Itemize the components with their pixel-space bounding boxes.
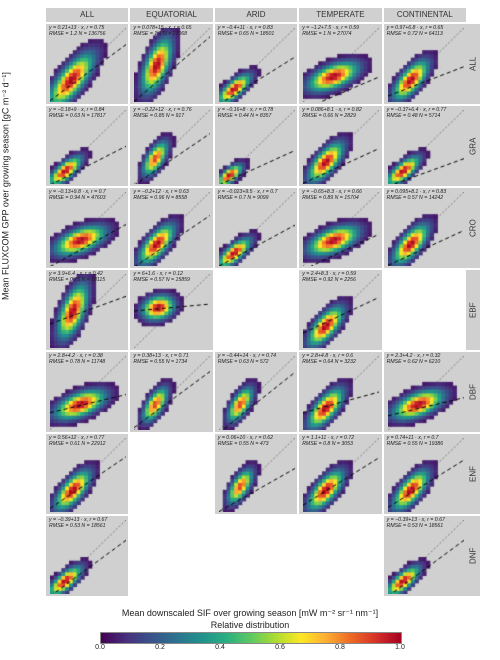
panel-CRO-TEMPERATE: y = −0.65+8.3 · x, r = 0.66RMSE = 0.89 N…	[299, 188, 381, 268]
panel-stats: y = 0.38+13 · x, r = 0.71RMSE = 0.55 N =…	[133, 354, 188, 366]
panel-CRO-CONTINENTAL: y = 0.095+8.1 · x, r = 0.83RMSE = 0.57 N…	[384, 188, 466, 268]
panel-DBF-TEMPERATE: y = 2.8+4.8 · x, r = 0.6RMSE = 0.64 N = …	[299, 352, 381, 432]
panel-ALL-CONTINENTAL: y = 0.97+6.8 · x, r = 0.65RMSE = 0.72 N …	[384, 24, 466, 104]
col-header: EQUATORIAL	[130, 8, 212, 22]
panel-stats: y = 0.095+8.1 · x, r = 0.83RMSE = 0.57 N…	[387, 190, 447, 202]
row-label: ALL	[466, 24, 480, 104]
panel-EBF-ARID	[215, 270, 297, 350]
panel-DNF-ARID	[215, 516, 297, 596]
panel-DNF-ALL: y = −0.39+13 · x, r = 0.67RMSE = 0.53 N …	[46, 516, 128, 596]
panel-EBF-EQUATORIAL: y = 6+1.6 · x, r = 0.12RMSE = 0.57 N = 1…	[130, 270, 212, 350]
panel-stats: y = −0.13+9.8 · x, r = 0.7RMSE = 0.94 N …	[49, 190, 106, 202]
panel-grid: ALLEQUATORIALARIDTEMPERATECONTINENTAL y =…	[46, 8, 466, 596]
panel-ENF-TEMPERATE: y = 1.1+11 · x, r = 0.72RMSE = 0.8 N = 3…	[299, 434, 381, 514]
panel-stats: y = 2.4+8.3 · x, r = 0.59RMSE = 0.92 N =…	[302, 272, 356, 284]
panel-stats: y = 2.8+4.8 · x, r = 0.6RMSE = 0.64 N = …	[302, 354, 356, 366]
panel-CRO-EQUATORIAL: y = −0.2+12 · x, r = 0.63RMSE = 0.96 N =…	[130, 188, 212, 268]
panel-DBF-ALL: y = 2.8+4.2 · x, r = 0.38RMSE = 0.78 N =…	[46, 352, 128, 432]
y-axis-label: Mean FLUXCOM GPP over growing season [gC…	[1, 72, 12, 300]
colorbar-gradient	[100, 632, 402, 644]
figure-root: ALLEQUATORIALARIDTEMPERATECONTINENTALy =…	[0, 0, 500, 660]
colorbar-title: Relative distribution	[100, 620, 400, 630]
panel-stats: y = −0.44+14 · x, r = 0.74RMSE = 0.63 N …	[218, 354, 276, 366]
panel-stats: y = −0.18+9 · x, r = 0.84RMSE = 0.63 N =…	[49, 108, 106, 120]
panel-stats: y = −0.22+12 · x, r = 0.76RMSE = 0.85 N …	[133, 108, 191, 120]
panel-stats: y = −0.39+13 · x, r = 0.67RMSE = 0.53 N …	[387, 518, 445, 530]
panel-EBF-ALL: y = 3.9+6.4 · x, r = 0.42RMSE = 0.75 N =…	[46, 270, 128, 350]
panel-ALL-EQUATORIAL: y = 0.078+15 · x, r = 0.65RMSE = 1.1 N =…	[130, 24, 212, 104]
panel-stats: y = 0.97+6.8 · x, r = 0.65RMSE = 0.72 N …	[387, 26, 444, 38]
panel-ENF-EQUATORIAL	[130, 434, 212, 514]
row-label: DBF	[466, 352, 480, 432]
col-header: TEMPERATE	[299, 8, 381, 22]
panel-stats: y = 1.1+11 · x, r = 0.72RMSE = 0.8 N = 3…	[302, 436, 354, 448]
col-header: ARID	[215, 8, 297, 22]
panel-DBF-EQUATORIAL: y = 0.38+13 · x, r = 0.71RMSE = 0.55 N =…	[130, 352, 212, 432]
row-label: DNF	[466, 516, 480, 596]
panel-CRO-ALL: y = −0.13+9.8 · x, r = 0.7RMSE = 0.94 N …	[46, 188, 128, 268]
panel-stats: y = 0.21+13 · x, r = 0.75RMSE = 1.2 N = …	[49, 26, 106, 38]
panel-DBF-ARID: y = −0.44+14 · x, r = 0.74RMSE = 0.63 N …	[215, 352, 297, 432]
panel-stats: y = −0.16+8 · x, r = 0.78RMSE = 0.44 N =…	[218, 108, 273, 120]
panel-ENF-ARID: y = 0.06+10 · x, r = 0.62RMSE = 0.55 N =…	[215, 434, 297, 514]
panel-ALL-ALL: y = 0.21+13 · x, r = 0.75RMSE = 1.2 N = …	[46, 24, 128, 104]
panel-stats: y = 0.74+11 · x, r = 0.7RMSE = 0.55 N = …	[387, 436, 444, 448]
panel-stats: y = −0.4+11 · x, r = 0.83RMSE = 0.65 N =…	[218, 26, 275, 38]
panel-EBF-TEMPERATE: y = 2.4+8.3 · x, r = 0.59RMSE = 0.92 N =…	[299, 270, 381, 350]
panel-stats: y = −0.39+13 · x, r = 0.67RMSE = 0.53 N …	[49, 518, 107, 530]
panel-DNF-EQUATORIAL	[130, 516, 212, 596]
panel-stats: y = −0.023+9.5 · x, r = 0.7RMSE = 0.7 N …	[218, 190, 278, 202]
panel-stats: y = 2.3+4.2 · x, r = 0.32RMSE = 0.62 N =…	[387, 354, 441, 366]
panel-GRA-CONTINENTAL: y = −0.37+6.4 · x, r = 0.77RMSE = 0.48 N…	[384, 106, 466, 186]
col-header: ALL	[46, 8, 128, 22]
panel-stats: y = 0.06+10 · x, r = 0.62RMSE = 0.55 N =…	[218, 436, 273, 448]
col-header: CONTINENTAL	[384, 8, 466, 22]
panel-CRO-ARID: y = −0.023+9.5 · x, r = 0.7RMSE = 0.7 N …	[215, 188, 297, 268]
panel-GRA-ALL: y = −0.18+9 · x, r = 0.84RMSE = 0.63 N =…	[46, 106, 128, 186]
colorbar-ticks: 0.00.20.40.60.81.0	[100, 644, 400, 654]
panel-stats: y = −0.65+8.3 · x, r = 0.66RMSE = 0.89 N…	[302, 190, 362, 202]
panel-ALL-TEMPERATE: y = −1.2+7.5 · x, r = 0.59RMSE = 1 N = 2…	[299, 24, 381, 104]
panel-stats: y = 0.086+8.1 · x, r = 0.82RMSE = 0.66 N…	[302, 108, 362, 120]
row-label: GRA	[466, 106, 480, 186]
row-label: CRO	[466, 188, 480, 268]
panel-ALL-ARID: y = −0.4+11 · x, r = 0.83RMSE = 0.65 N =…	[215, 24, 297, 104]
panel-ENF-CONTINENTAL: y = 0.74+11 · x, r = 0.7RMSE = 0.55 N = …	[384, 434, 466, 514]
panel-stats: y = 2.8+4.2 · x, r = 0.38RMSE = 0.78 N =…	[49, 354, 105, 366]
panel-DBF-CONTINENTAL: y = 2.3+4.2 · x, r = 0.32RMSE = 0.62 N =…	[384, 352, 466, 432]
panel-GRA-ARID: y = −0.16+8 · x, r = 0.78RMSE = 0.44 N =…	[215, 106, 297, 186]
panel-GRA-EQUATORIAL: y = −0.22+12 · x, r = 0.76RMSE = 0.85 N …	[130, 106, 212, 186]
x-axis-label: Mean downscaled SIF over growing season …	[0, 608, 500, 619]
panel-ENF-ALL: y = 0.56+12 · x, r = 0.77RMSE = 0.61 N =…	[46, 434, 128, 514]
panel-EBF-CONTINENTAL	[384, 270, 466, 350]
colorbar: Relative distribution 0.00.20.40.60.81.0	[100, 632, 400, 654]
panel-DNF-TEMPERATE	[299, 516, 381, 596]
panel-stats: y = −1.2+7.5 · x, r = 0.59RMSE = 1 N = 2…	[302, 26, 359, 38]
row-label: EBF	[466, 270, 480, 350]
panel-stats: y = 0.078+15 · x, r = 0.65RMSE = 1.1 N =…	[133, 26, 191, 38]
panel-stats: y = 3.9+6.4 · x, r = 0.42RMSE = 0.75 N =…	[49, 272, 105, 284]
panel-stats: y = 0.56+12 · x, r = 0.77RMSE = 0.61 N =…	[49, 436, 106, 448]
row-label: ENF	[466, 434, 480, 514]
panel-stats: y = −0.2+12 · x, r = 0.63RMSE = 0.96 N =…	[133, 190, 188, 202]
panel-stats: y = 6+1.6 · x, r = 0.12RMSE = 0.57 N = 1…	[133, 272, 190, 284]
panel-GRA-TEMPERATE: y = 0.086+8.1 · x, r = 0.82RMSE = 0.66 N…	[299, 106, 381, 186]
panel-DNF-CONTINENTAL: y = −0.39+13 · x, r = 0.67RMSE = 0.53 N …	[384, 516, 466, 596]
panel-stats: y = −0.37+6.4 · x, r = 0.77RMSE = 0.48 N…	[387, 108, 447, 120]
